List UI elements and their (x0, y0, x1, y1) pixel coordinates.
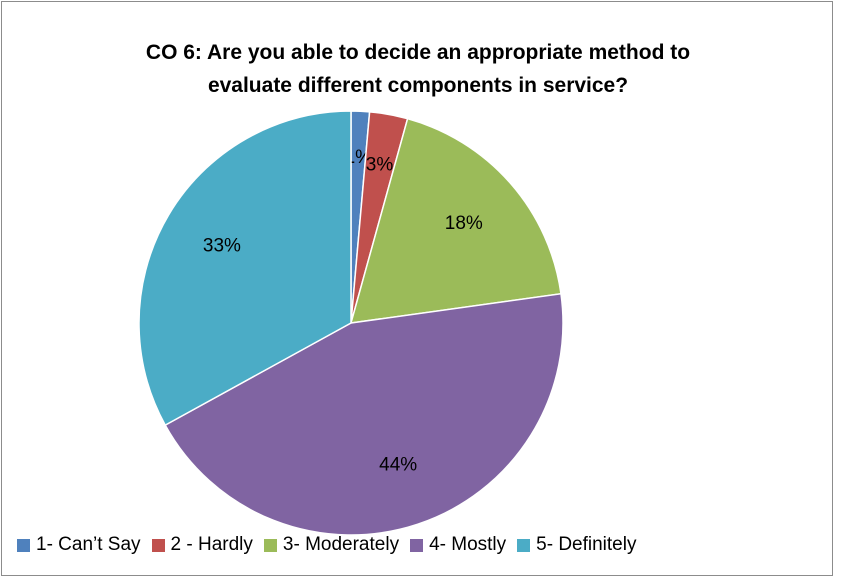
data-label-4: 44% (379, 454, 417, 475)
legend-swatch-1 (17, 538, 30, 552)
chart-title-line-1: CO 6: Are you able to decide an appropri… (145, 41, 691, 64)
pie-slice-5 (138, 110, 352, 427)
data-label-3: 18% (445, 213, 483, 234)
legend-label-1: 1- Can’t Say (36, 534, 141, 555)
legend-item-2: 2 - Hardly (151, 534, 253, 556)
legend-label-3: 3- Moderately (282, 534, 400, 555)
legend-item-5: 5- Definitely (517, 534, 636, 556)
legend-swatch-3 (263, 538, 277, 552)
chart-area: CO 6: Are you able to decide an appropri… (1, 1, 833, 576)
pie-slice-4 (164, 292, 564, 536)
legend-label-5: 5- Definitely (536, 534, 637, 555)
legend-swatch-2 (151, 538, 165, 552)
chart-title: CO 6: Are you able to decide an appropri… (2, 36, 834, 102)
pie-chart: 1%3%18%44%33% (138, 110, 564, 536)
legend-label-2: 2 - Hardly (170, 534, 253, 555)
pie-slice-3 (349, 117, 562, 324)
legend-swatch-4 (410, 538, 424, 552)
legend-item-1: 1- Can’t Say (17, 534, 141, 556)
chart-legend: 1- Can’t Say 2 - Hardly 3- Moderately 4- Mo… (17, 534, 837, 556)
data-label-2: 3% (366, 155, 394, 176)
legend-item-4: 4- Mostly (410, 534, 506, 556)
legend-item-3: 3- Moderately (263, 534, 400, 556)
legend-label-4: 4- Mostly (429, 534, 507, 555)
legend-swatch-5 (517, 538, 531, 552)
data-label-5: 33% (203, 236, 241, 257)
chart-title-line-2: evaluate different components in service… (207, 74, 629, 97)
